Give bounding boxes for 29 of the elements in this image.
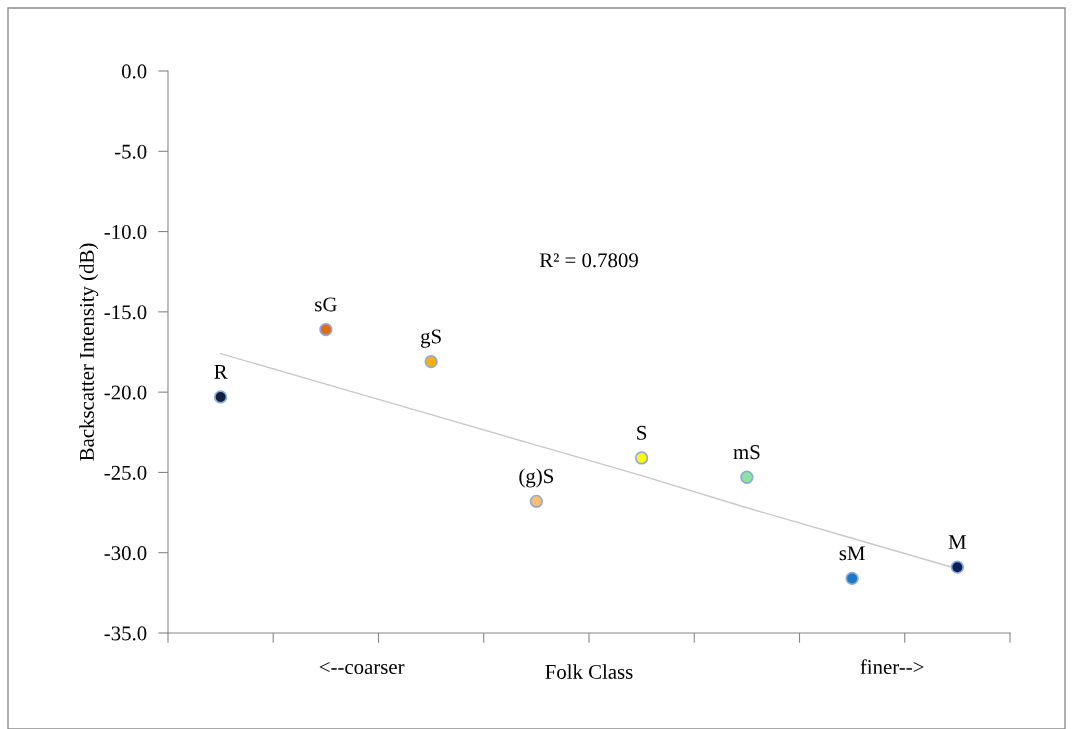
point	[845, 571, 859, 586]
annotation: S	[637, 425, 647, 440]
annotation: R² = 0.7809	[539, 253, 638, 268]
y-tick-label: -20.0	[104, 385, 147, 400]
y-tick-label: -15.0	[104, 305, 147, 320]
text: <--coarser	[319, 661, 405, 675]
annotation: (g)S	[519, 468, 554, 488]
point	[529, 494, 544, 508]
y-axis-title: Backscatter Intensity (dB)	[79, 243, 99, 461]
x-axis-title: Folk Class	[545, 664, 633, 679]
y-tick-label: -30.0	[104, 546, 147, 561]
point	[740, 470, 754, 484]
annotation: mS	[733, 445, 760, 460]
annotation: gS	[421, 329, 441, 348]
text: finer-->	[860, 659, 924, 675]
y-tick-label: 0.0	[121, 64, 147, 79]
point	[319, 322, 333, 337]
y-tick-label: -25.0	[104, 465, 147, 480]
y-tick-label: -5.0	[114, 144, 147, 159]
point	[424, 354, 438, 369]
point	[634, 451, 649, 465]
annotation: R	[214, 364, 228, 379]
point	[213, 390, 228, 404]
y-tick-label: -35.0	[104, 626, 147, 641]
annotation: sM	[839, 546, 865, 561]
annotation: M	[948, 535, 967, 549]
annotation: sG	[315, 297, 337, 312]
point	[950, 560, 965, 574]
y-tick-label: -10.0	[104, 224, 147, 240]
